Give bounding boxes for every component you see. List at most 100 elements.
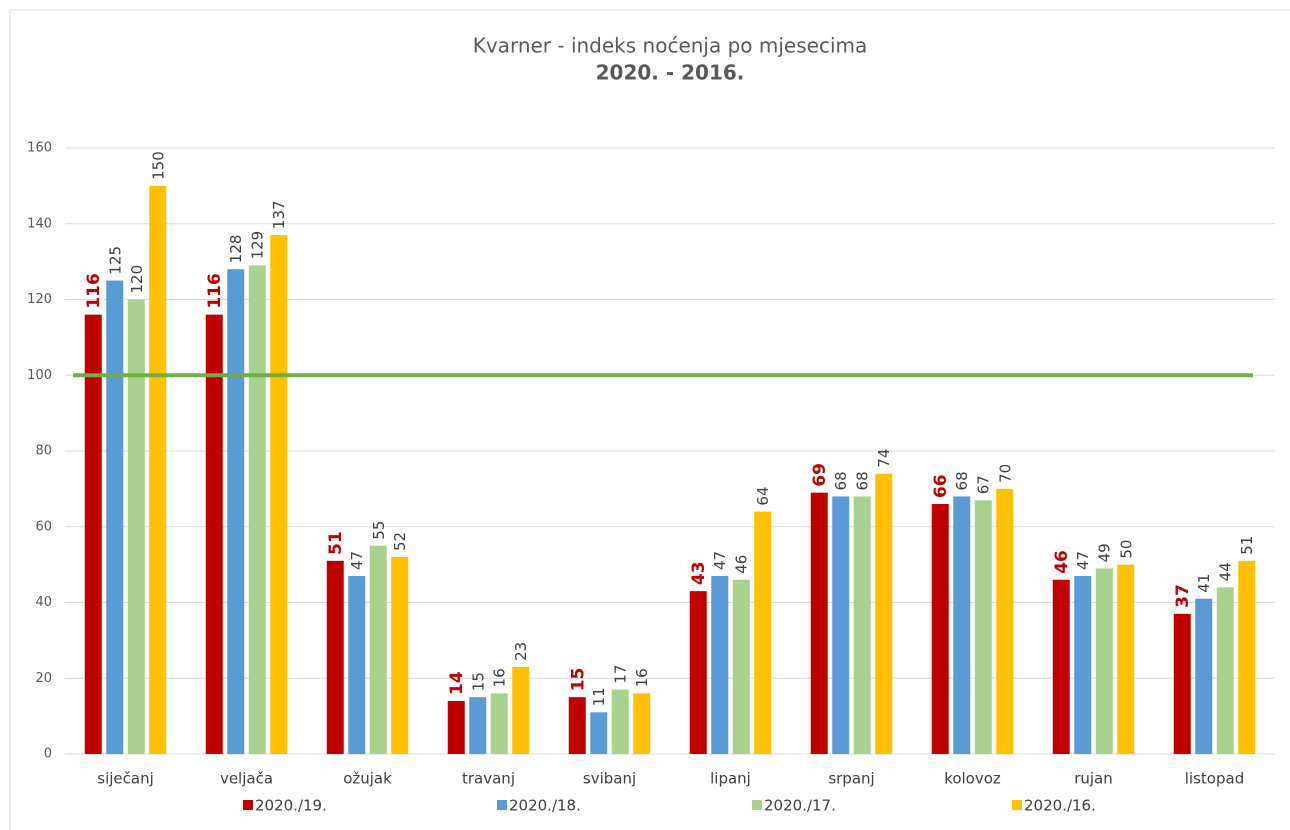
data-label: 23 — [512, 642, 530, 661]
x-tick-label: rujan — [1074, 770, 1113, 788]
bar — [512, 666, 530, 754]
legend-label: 2020./16. — [1024, 797, 1096, 815]
data-label: 137 — [270, 200, 288, 229]
data-label: 44 — [1217, 562, 1235, 581]
x-tick-label: travanj — [462, 770, 515, 788]
bar — [996, 488, 1014, 754]
bar — [149, 185, 167, 754]
legend-swatch — [752, 800, 762, 810]
data-label: 16 — [491, 668, 509, 687]
bar — [633, 693, 651, 754]
data-label: 74 — [875, 449, 893, 468]
data-label: 51 — [326, 531, 346, 555]
bar — [1238, 560, 1256, 754]
data-label: 68 — [953, 471, 971, 490]
data-label: 55 — [370, 521, 388, 540]
bar — [1074, 575, 1092, 754]
chart-title: Kvarner - indeks noćenja po mjesecima — [473, 34, 868, 58]
bar — [1052, 579, 1070, 754]
bar — [875, 473, 893, 754]
data-label: 70 — [996, 464, 1014, 483]
bar — [1117, 564, 1135, 754]
x-tick-label: veljača — [220, 770, 273, 788]
legend-swatch — [243, 800, 253, 810]
legend-label: 2020./17. — [764, 797, 836, 815]
bar — [568, 697, 586, 754]
bar — [1195, 598, 1213, 754]
data-label: 37 — [1173, 584, 1193, 608]
x-tick-label: kolovoz — [944, 770, 1001, 788]
legend-swatch — [1012, 800, 1022, 810]
bar — [348, 575, 366, 754]
y-tick-label: 80 — [35, 444, 52, 459]
data-label: 14 — [447, 671, 467, 695]
bar — [369, 545, 387, 754]
data-label: 64 — [754, 487, 772, 506]
bar — [106, 280, 124, 754]
x-tick-label: siječanj — [97, 770, 154, 788]
data-label: 41 — [1195, 574, 1213, 593]
data-label: 68 — [832, 471, 850, 490]
data-label: 150 — [149, 151, 167, 180]
bar — [711, 575, 729, 754]
bar — [974, 500, 992, 754]
y-tick-label: 160 — [27, 141, 52, 156]
x-tick-label: listopad — [1185, 770, 1244, 788]
data-label: 116 — [84, 273, 104, 309]
bar — [469, 697, 487, 754]
data-label: 47 — [1074, 551, 1092, 570]
data-label: 17 — [612, 665, 630, 684]
x-tick-label: svibanj — [583, 770, 636, 788]
x-tick-label: ožujak — [343, 770, 392, 788]
bar — [326, 560, 344, 754]
data-label: 69 — [810, 463, 830, 487]
bar — [127, 299, 145, 754]
y-tick-label: 140 — [27, 216, 52, 231]
bar — [205, 314, 223, 754]
legend-label: 2020./19. — [255, 797, 327, 815]
bar — [227, 269, 245, 754]
y-tick-label: 120 — [27, 292, 52, 307]
y-tick-label: 40 — [35, 595, 52, 610]
bar — [611, 689, 629, 754]
data-label: 128 — [227, 235, 245, 264]
data-label: 16 — [633, 668, 651, 687]
x-tick-label: srpanj — [828, 770, 874, 788]
data-label: 66 — [931, 474, 951, 498]
y-tick-label: 60 — [35, 519, 52, 534]
bar — [590, 712, 608, 754]
data-label: 47 — [711, 551, 729, 570]
data-label: 43 — [689, 561, 709, 585]
bar — [490, 693, 508, 754]
data-label: 129 — [249, 231, 267, 260]
bar — [853, 496, 871, 754]
bar — [832, 496, 850, 754]
bar — [84, 314, 102, 754]
data-label: 11 — [590, 687, 608, 706]
bar — [931, 504, 949, 754]
data-label: 46 — [733, 555, 751, 574]
x-tick-label: lipanj — [710, 770, 751, 788]
data-label: 52 — [391, 532, 409, 551]
data-label: 120 — [128, 265, 146, 294]
data-label: 116 — [205, 273, 225, 309]
data-label: 15 — [469, 672, 487, 691]
bar — [391, 557, 409, 754]
chart-subtitle: 2020. - 2016. — [596, 61, 745, 85]
y-tick-label: 20 — [35, 671, 52, 686]
data-label: 67 — [975, 475, 993, 494]
y-tick-label: 0 — [44, 747, 52, 762]
bar — [1173, 613, 1191, 754]
legend-swatch — [497, 800, 507, 810]
data-label: 15 — [568, 668, 588, 692]
y-tick-label: 100 — [27, 368, 52, 383]
bar — [1095, 568, 1113, 754]
bar — [248, 265, 266, 754]
data-label: 51 — [1238, 536, 1256, 555]
data-label: 68 — [854, 471, 872, 490]
data-label: 125 — [106, 246, 124, 275]
bar — [689, 591, 707, 754]
data-label: 50 — [1117, 540, 1135, 559]
bar — [270, 235, 288, 755]
